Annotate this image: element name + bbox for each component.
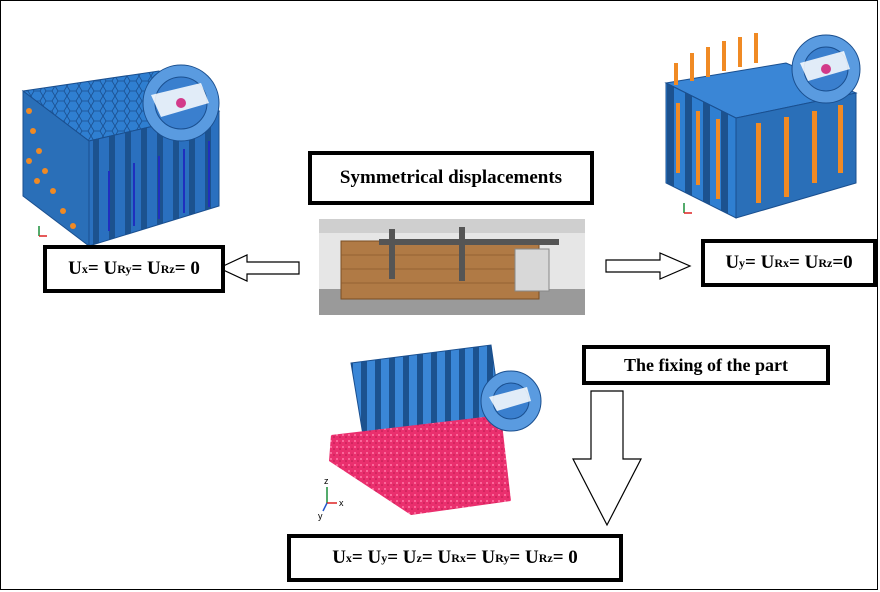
equation-text: =0 xyxy=(832,252,853,273)
equation-subscript: x xyxy=(81,261,88,276)
equation-subscript: Rx xyxy=(774,255,790,270)
equation-subscript: Rx xyxy=(451,550,466,565)
axis-label-y: y xyxy=(318,511,323,521)
fixing-label-box: The fixing of the part xyxy=(582,345,830,385)
axis-triad-icon xyxy=(683,203,692,214)
title-text: Symmetrical displacements xyxy=(339,167,563,188)
equation-text: = U xyxy=(465,547,496,568)
equation-text: = U xyxy=(421,547,452,568)
equation-text: U xyxy=(68,258,82,279)
equation-text: = 0 xyxy=(174,258,200,279)
equation-subscript: Rz xyxy=(818,255,833,270)
down-arrow-icon xyxy=(572,390,642,527)
equation-subscript: y xyxy=(381,550,388,565)
equation-text: = U xyxy=(745,252,775,273)
equation-text: = U xyxy=(789,252,819,273)
axis-label-x: x xyxy=(339,498,344,508)
equation-text: = U xyxy=(509,547,539,568)
left-arrow-icon xyxy=(217,254,300,282)
equation-text: = U xyxy=(351,547,382,568)
equation-subscript: y xyxy=(739,255,746,270)
axis-label-z: z xyxy=(324,476,329,486)
milling-cutter-icon xyxy=(480,370,542,432)
equation-subscript: x xyxy=(345,550,352,565)
axis-triad-icon: z x y xyxy=(318,476,344,521)
experimental-setup-photo xyxy=(319,219,585,315)
fe-model-bottom: z x y xyxy=(318,344,542,521)
equation-subscript: Ry xyxy=(117,261,132,276)
title-box: Symmetrical displacements xyxy=(308,151,594,205)
right-arrow-icon xyxy=(605,252,692,280)
milling-cutter-icon xyxy=(142,64,220,142)
fe-model-left xyxy=(21,64,221,248)
equation-text: = 0 xyxy=(552,547,578,568)
equation-text: = U xyxy=(387,547,417,568)
equation-text: = U xyxy=(87,258,118,279)
equation-subscript: Rz xyxy=(538,550,553,565)
equation-text: U xyxy=(725,252,740,273)
fe-model-right xyxy=(664,33,861,219)
equation-subscript: Rz xyxy=(160,261,175,276)
equation-text: = U xyxy=(131,258,161,279)
equation-subscript: z xyxy=(416,550,422,565)
fixing-label-text: The fixing of the part xyxy=(624,354,788,375)
milling-cutter-icon xyxy=(791,34,861,104)
axis-triad-icon xyxy=(38,226,47,237)
equation-subscript: Ry xyxy=(495,550,510,565)
equation-text: U xyxy=(332,547,346,568)
